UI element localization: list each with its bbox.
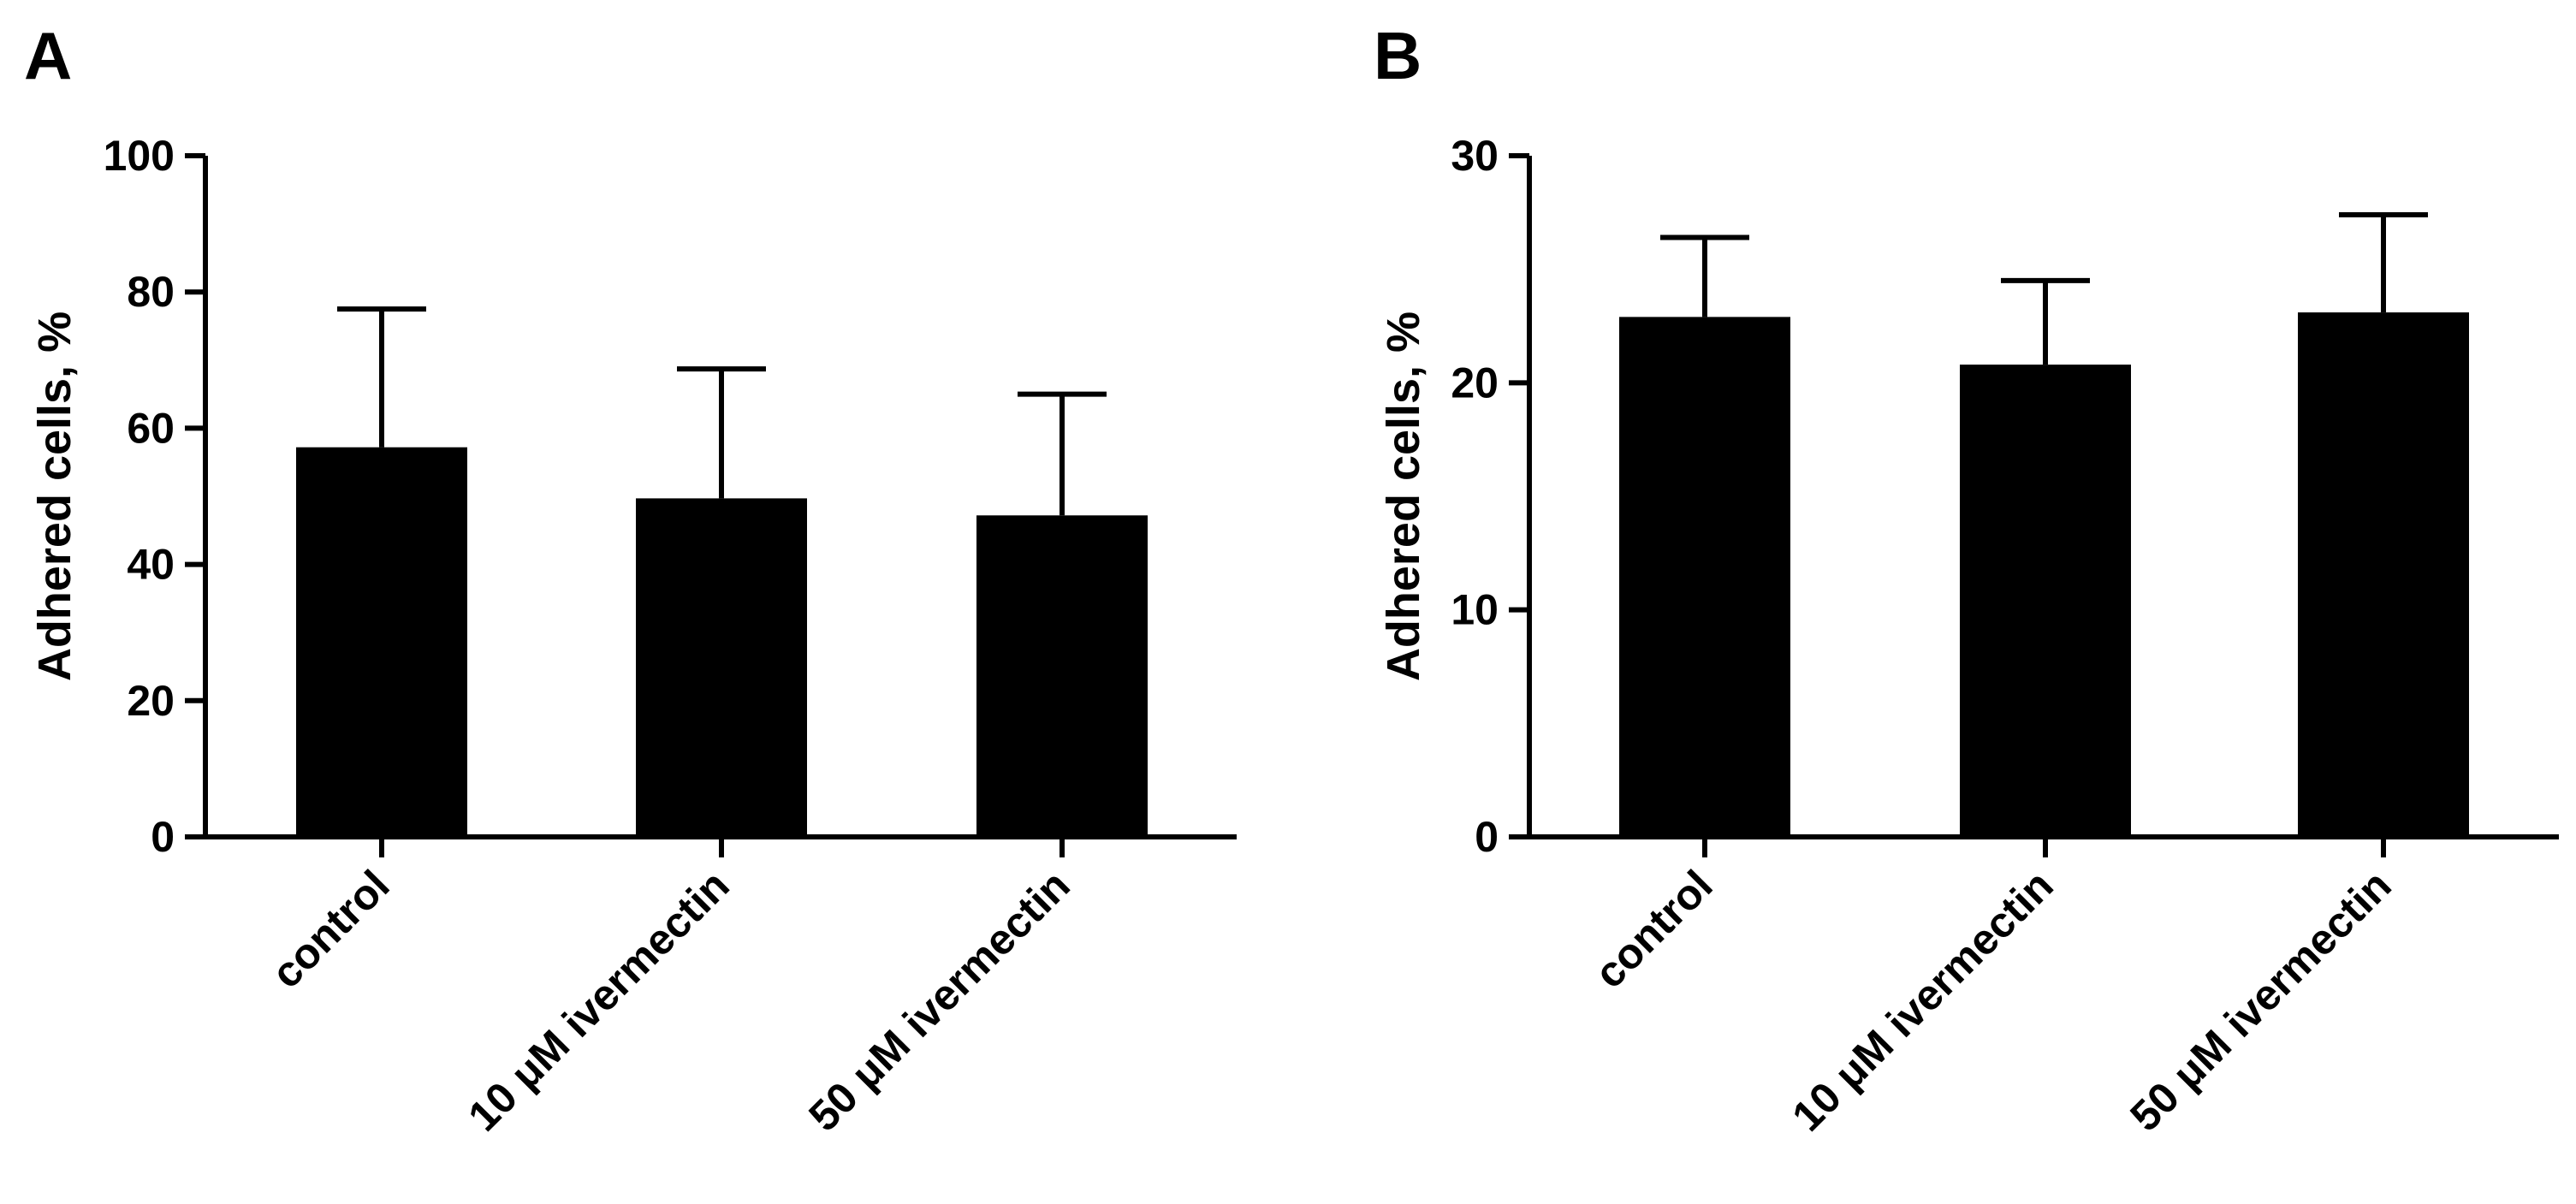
y-tick-label: 0 [151,813,175,861]
bar [296,447,467,837]
bar [636,498,807,837]
bar [2298,312,2469,838]
bar [1960,365,2131,837]
panel-label: B [1374,18,1422,93]
x-tick-label: 50 μM ivermectin [2121,861,2401,1141]
y-tick-label: 40 [127,541,175,589]
chart-panel-a: A 0 20 40 60 80 100 Adhered cells, % control 10 μ… [24,18,1237,1141]
bar [976,515,1148,837]
x-tick-label: 10 μM ivermectin [1783,861,2063,1141]
y-axis-label: Adhered cells, % [1378,311,1429,681]
y-tick-label: 20 [127,677,175,725]
y-axis-label: Adhered cells, % [29,311,80,681]
chart-panel-b: B 0 10 20 30 Adhered cells, % control 10 μM ive… [1374,18,2559,1141]
y-tick-label: 30 [1451,132,1499,180]
x-tick-label: control [1585,861,1721,997]
x-tick-label: control [262,861,398,997]
y-tick-label: 10 [1451,586,1499,634]
y-tick-label: 20 [1451,359,1499,406]
y-tick-label: 80 [127,268,175,316]
y-tick-label: 0 [1475,813,1499,861]
bar [1619,317,1790,837]
panel-label: A [24,18,72,93]
y-tick-label: 60 [127,404,175,452]
y-tick-label: 100 [104,132,175,180]
x-tick-label: 10 μM ivermectin [459,861,739,1141]
x-tick-label: 50 μM ivermectin [799,861,1079,1141]
